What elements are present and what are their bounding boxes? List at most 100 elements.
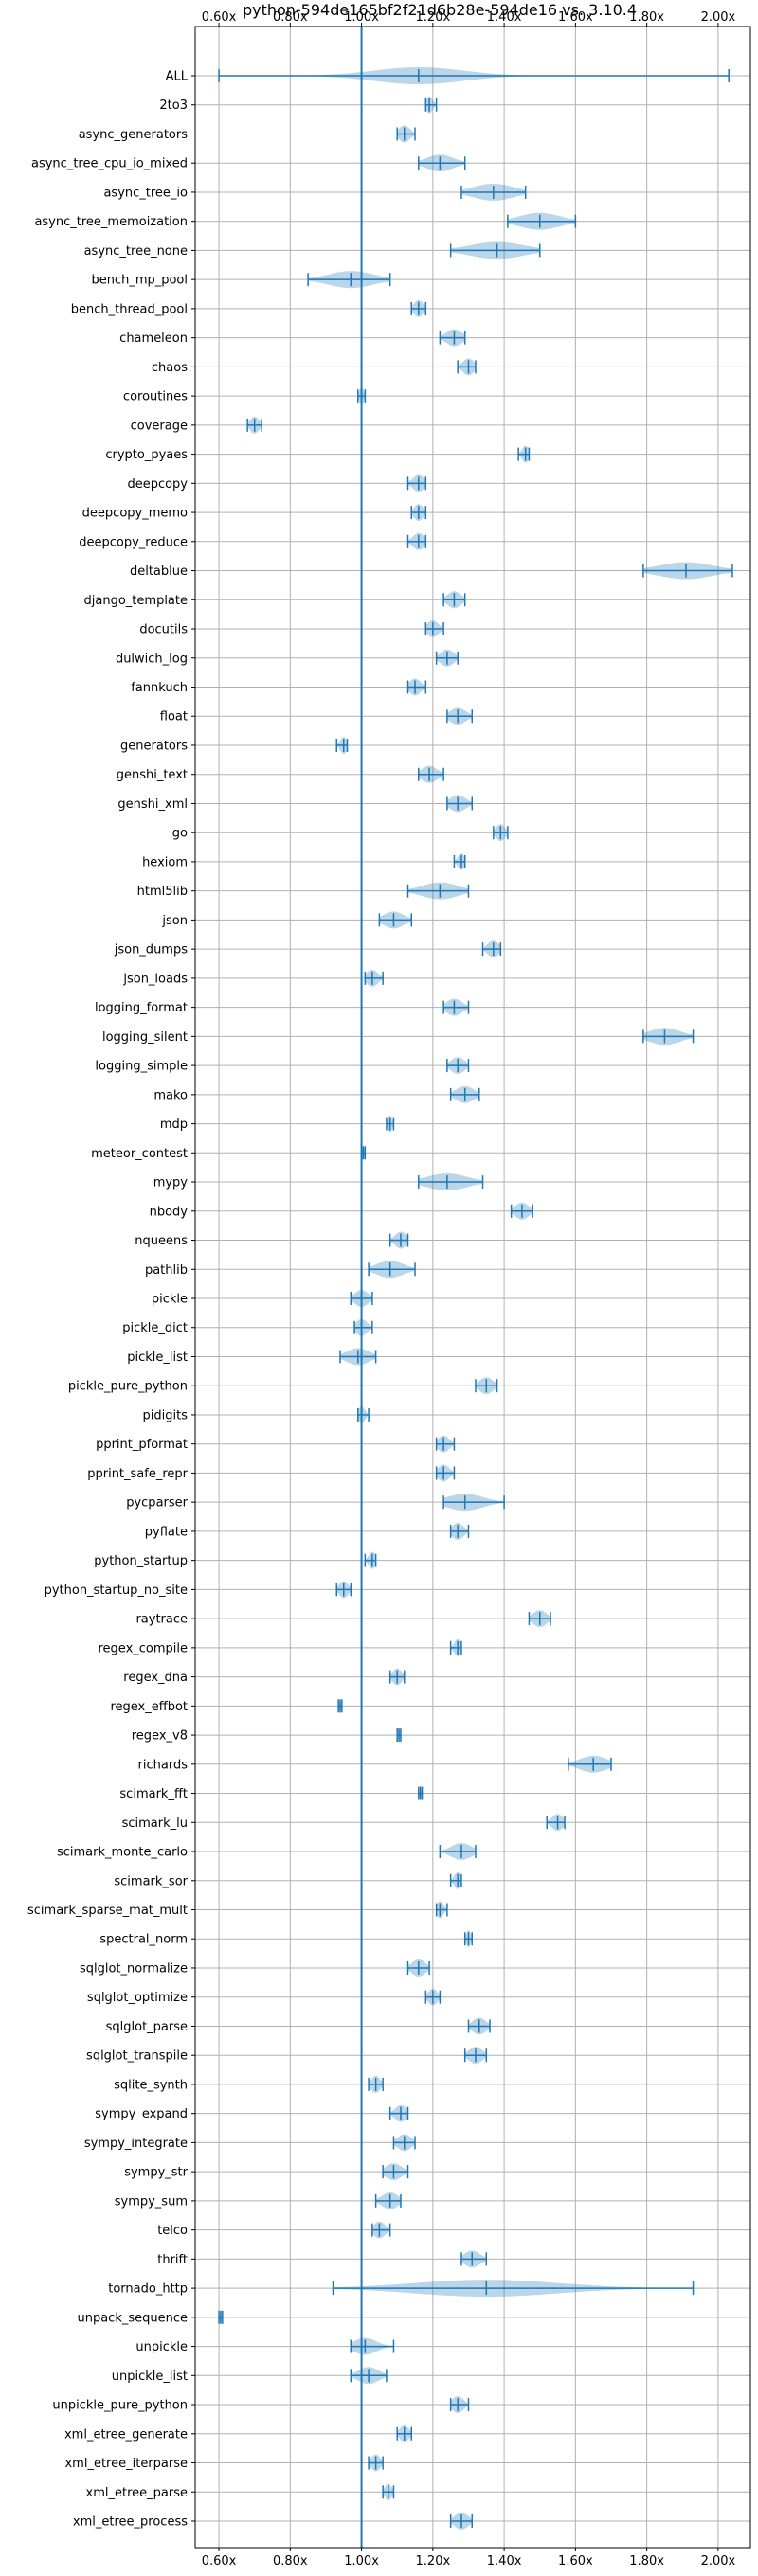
category-label: crypto_pyaes — [105, 448, 188, 462]
violin-unpickle_list — [350, 2367, 388, 2385]
violin-thrift — [460, 2250, 488, 2268]
x-tick-label-top: 1.80x — [629, 10, 664, 25]
violin-float — [446, 707, 473, 725]
category-label: pathlib — [145, 1263, 188, 1278]
violin-coverage — [246, 416, 262, 434]
axis-layer: 0.60x 0.60x 0.80x 0.80x 1.00x 1.00x 1.20x 1.20x… — [27, 10, 751, 2568]
category-label: coverage — [131, 419, 188, 433]
category-label: ALL — [166, 70, 189, 84]
violin-meteor_contest — [360, 1146, 367, 1160]
category-label: genshi_text — [117, 768, 188, 782]
category-label: sympy_sum — [115, 2194, 188, 2209]
violin-pprint_pformat — [435, 1435, 456, 1453]
x-tick-label-bottom: 1.40x — [487, 2554, 522, 2568]
violin-scimark_fft — [418, 1786, 424, 1800]
category-label: unpickle — [135, 2340, 188, 2354]
violin-chameleon — [439, 329, 466, 347]
violin-mdp — [386, 1115, 395, 1133]
category-label: mako — [153, 1088, 188, 1102]
x-tick-label-top: 0.80x — [273, 10, 308, 25]
violin-logging_silent — [642, 1028, 695, 1046]
violin-chaos — [457, 358, 477, 376]
violin-json — [378, 911, 413, 929]
category-label: sympy_expand — [95, 2107, 188, 2121]
violin-unpack_sequence — [218, 2310, 224, 2324]
x-tick-label-top: 1.00x — [344, 10, 379, 25]
grid-layer — [195, 27, 750, 2548]
violin-django_template — [442, 591, 466, 609]
violin-richards — [568, 1755, 612, 1773]
violin-telco — [371, 2221, 391, 2239]
violin-sqlglot_parse — [467, 2017, 491, 2035]
plot-frame — [194, 26, 751, 2549]
category-label: pprint_pformat — [96, 1438, 188, 1452]
violin-unpickle — [350, 2337, 395, 2355]
category-label: docutils — [139, 623, 188, 637]
category-label: deepcopy_memo — [82, 507, 188, 521]
category-label: logging_simple — [95, 1060, 188, 1074]
violin-async_tree_cpu_io_mixed — [418, 154, 466, 172]
x-tick-label-top: 0.60x — [202, 10, 237, 25]
category-label: async_generators — [79, 128, 189, 142]
category-label: json_dumps — [114, 943, 188, 957]
category-label: tornado_http — [108, 2282, 188, 2297]
category-label: float — [160, 710, 188, 724]
violin-async_tree_none — [449, 242, 541, 259]
category-label: logging_format — [95, 1001, 188, 1015]
x-tick-label-bottom: 1.60x — [558, 2554, 593, 2568]
violin-xml_etree_iterparse — [368, 2454, 384, 2472]
category-label: async_tree_cpu_io_mixed — [31, 157, 188, 171]
category-label: richards — [138, 1758, 189, 1772]
category-label: telco — [157, 2224, 188, 2238]
violin-fannkuch — [406, 678, 427, 696]
violin-pycparser — [442, 1494, 505, 1512]
category-label: regex_effbot — [110, 1700, 188, 1714]
violin-deepcopy — [406, 474, 427, 492]
violin-xml_etree_process — [449, 2513, 473, 2530]
violin-xml_etree_generate — [396, 2424, 413, 2442]
category-label: sympy_integrate — [84, 2137, 188, 2151]
chart-title: python-594de165bf2f21d6b28e-594de16 vs. … — [243, 1, 637, 19]
category-label: pycparser — [126, 1496, 188, 1511]
violin-nqueens — [388, 1231, 409, 1249]
category-label: async_tree_memoization — [34, 215, 188, 229]
category-label: dulwich_log — [116, 652, 188, 666]
category-label: xml_etree_iterparse — [64, 2457, 188, 2471]
category-label: bench_thread_pool — [71, 302, 188, 316]
category-label: scimark_lu — [122, 1816, 188, 1831]
violin-regex_compile — [449, 1638, 462, 1656]
category-label: logging_silent — [102, 1030, 188, 1045]
category-label: bench_mp_pool — [91, 274, 188, 288]
category-label: scimark_sparse_mat_mult — [27, 1904, 188, 1918]
category-label: pprint_safe_repr — [87, 1467, 188, 1481]
violin-async_tree_io — [460, 184, 527, 201]
category-label: sqlglot_optimize — [87, 1991, 188, 2005]
violin-pickle_pure_python — [475, 1377, 498, 1395]
violin-regex_dna — [388, 1668, 406, 1686]
violin-html5lib — [406, 882, 470, 900]
category-label: sqlite_synth — [114, 2078, 188, 2092]
category-label: unpickle_pure_python — [52, 2399, 188, 2413]
violin-regex_effbot — [337, 1699, 343, 1713]
violin-json_dumps — [481, 940, 502, 958]
violin-python_startup_no_site — [335, 1581, 352, 1599]
category-label: sqlglot_parse — [106, 2020, 188, 2034]
violin-layer — [218, 27, 733, 2548]
category-label: json — [161, 914, 188, 928]
violin-go — [493, 824, 509, 842]
category-label: hexiom — [142, 855, 188, 869]
category-label: unpickle_list — [112, 2370, 188, 2384]
category-label: regex_dna — [123, 1671, 188, 1685]
category-label: pickle_pure_python — [68, 1380, 188, 1394]
violin-genshi_xml — [446, 795, 473, 813]
violin-sqlglot_transpile — [463, 2047, 488, 2065]
violin-sqlite_synth — [368, 2075, 384, 2093]
violin-deepcopy_reduce — [406, 532, 427, 550]
violin-spectral_norm — [463, 1930, 473, 1948]
violin-scimark_sparse_mat_mult — [435, 1901, 448, 1919]
category-label: chameleon — [119, 331, 188, 346]
x-tick-label-top: 1.60x — [558, 10, 593, 25]
violin-pidigits — [357, 1406, 370, 1423]
x-tick-label-bottom: 2.00x — [701, 2554, 736, 2568]
